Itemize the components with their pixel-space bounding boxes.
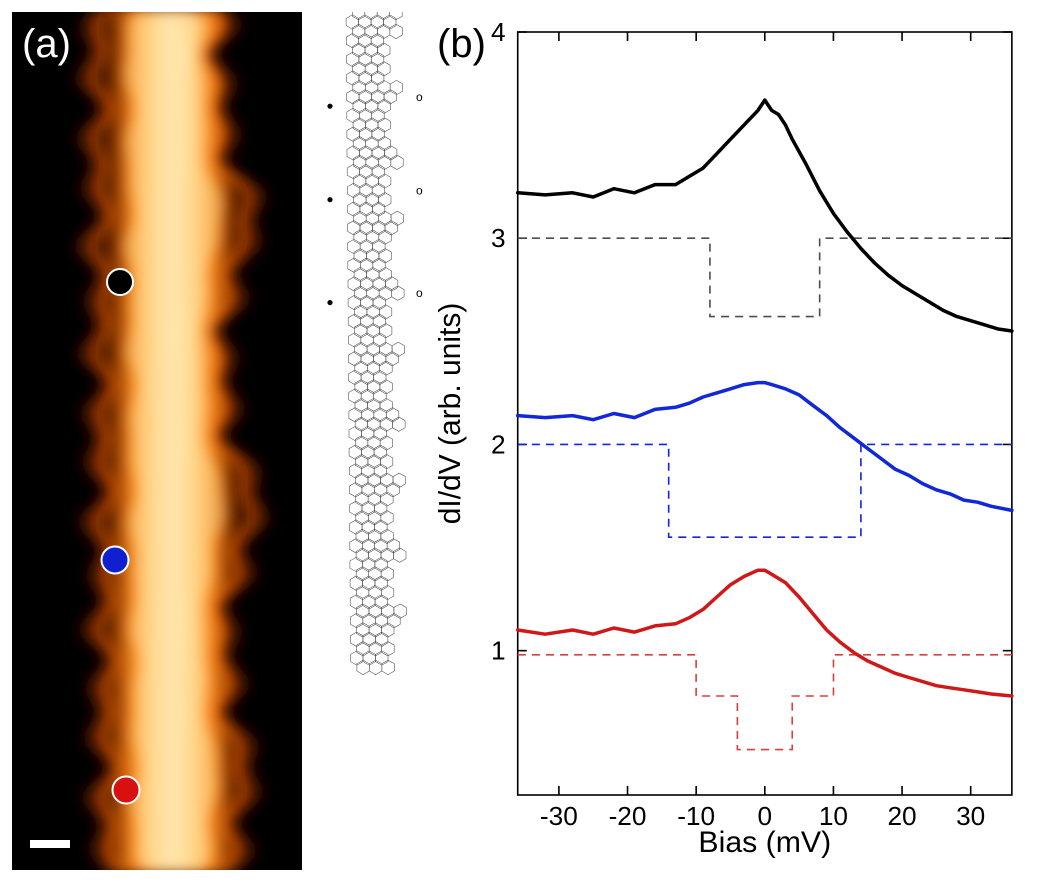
red-curve-dashed	[518, 655, 1012, 750]
didv-chart: -30-20-1001020301234Bias (mV)dI/dV (arb.…	[432, 12, 1027, 870]
black-curve	[518, 100, 1012, 331]
svg-text:o: o	[416, 286, 423, 300]
svg-text:Bias (mV): Bias (mV)	[698, 826, 831, 859]
panel-a-label: (a)	[22, 22, 71, 67]
panel-a: (a)	[12, 12, 302, 870]
scalebar	[30, 840, 70, 848]
stm-image	[12, 12, 302, 870]
figure-root: (a) ooo (b) -30-20-1001020301234Bias (mV…	[12, 12, 1027, 870]
gnr-schematic: o o o	[302, 12, 432, 870]
svg-text:-20: -20	[609, 801, 647, 831]
marker-red	[112, 776, 141, 805]
svg-text:30: 30	[956, 801, 985, 831]
svg-text:3: 3	[491, 223, 506, 253]
panel-b-label: (b)	[437, 22, 486, 67]
panel-b: (b) -30-20-1001020301234Bias (mV)dI/dV (…	[432, 12, 1027, 870]
svg-text:20: 20	[887, 801, 916, 831]
svg-text:2: 2	[491, 430, 506, 460]
marker-black	[106, 268, 134, 296]
marker-blue	[101, 546, 130, 575]
svg-text:4: 4	[491, 17, 506, 47]
svg-text:o: o	[416, 90, 423, 104]
black-curve-dashed	[518, 238, 1012, 316]
blue-curve	[518, 383, 1012, 511]
red-curve	[518, 570, 1012, 696]
svg-text:1: 1	[491, 636, 506, 666]
svg-text:o: o	[416, 183, 423, 197]
svg-text:-30: -30	[540, 801, 578, 831]
gnr-schematic-svg: o o o	[302, 12, 432, 870]
svg-text:dI/dV (arb. units): dI/dV (arb. units)	[434, 303, 467, 525]
